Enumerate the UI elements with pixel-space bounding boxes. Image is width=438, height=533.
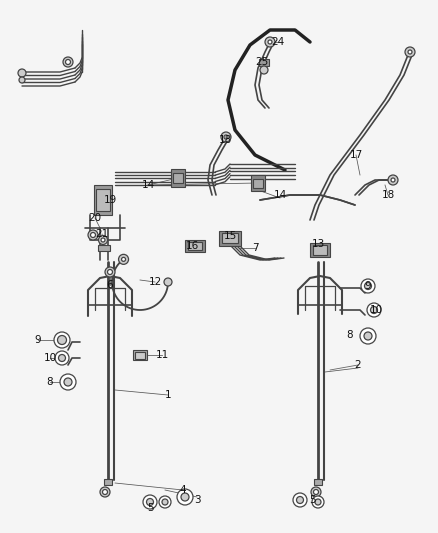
Bar <box>133 350 147 360</box>
Bar <box>135 351 145 359</box>
Circle shape <box>91 232 95 238</box>
Circle shape <box>55 351 69 365</box>
Bar <box>104 479 112 485</box>
Text: 20: 20 <box>88 213 102 223</box>
Text: 15: 15 <box>223 231 237 241</box>
Circle shape <box>388 175 398 185</box>
Circle shape <box>360 328 376 344</box>
Bar <box>251 175 265 191</box>
Bar <box>171 169 185 187</box>
Circle shape <box>314 489 318 495</box>
Text: 7: 7 <box>252 243 258 253</box>
Circle shape <box>102 489 107 495</box>
Circle shape <box>408 50 412 54</box>
Text: 14: 14 <box>273 190 286 200</box>
Bar <box>94 185 112 215</box>
Circle shape <box>99 236 107 245</box>
Text: 1: 1 <box>165 390 171 400</box>
Text: 9: 9 <box>365 281 371 291</box>
Circle shape <box>371 306 378 313</box>
Bar <box>314 479 322 485</box>
Text: 8: 8 <box>47 377 53 387</box>
Circle shape <box>177 489 193 505</box>
Circle shape <box>66 60 71 64</box>
Circle shape <box>312 496 324 508</box>
Circle shape <box>107 270 113 274</box>
Circle shape <box>101 238 105 242</box>
Text: 24: 24 <box>272 37 285 47</box>
Circle shape <box>164 278 172 286</box>
Text: 21: 21 <box>95 229 109 239</box>
Text: 6: 6 <box>107 280 113 290</box>
Circle shape <box>88 230 98 240</box>
Circle shape <box>265 37 275 47</box>
Circle shape <box>60 374 76 390</box>
Text: 3: 3 <box>194 495 200 505</box>
Bar <box>313 245 327 255</box>
Text: 17: 17 <box>350 150 363 160</box>
Text: 18: 18 <box>219 135 232 145</box>
Bar <box>310 243 330 257</box>
Text: 5: 5 <box>147 503 153 513</box>
Circle shape <box>162 499 168 505</box>
Text: 14: 14 <box>141 180 155 190</box>
Text: 16: 16 <box>185 241 198 251</box>
Text: 2: 2 <box>355 360 361 370</box>
Circle shape <box>260 66 268 74</box>
Circle shape <box>361 279 375 293</box>
Circle shape <box>19 77 25 83</box>
Circle shape <box>221 132 231 142</box>
Circle shape <box>119 254 128 264</box>
Bar <box>259 59 269 66</box>
Circle shape <box>57 335 67 344</box>
Text: 13: 13 <box>311 239 325 249</box>
Bar <box>96 189 110 211</box>
Text: 25: 25 <box>255 57 268 67</box>
Bar <box>185 240 205 252</box>
Circle shape <box>311 487 321 497</box>
Text: 4: 4 <box>180 485 186 495</box>
Circle shape <box>367 303 381 317</box>
Circle shape <box>18 69 26 77</box>
Circle shape <box>293 493 307 507</box>
Circle shape <box>315 499 321 505</box>
Text: 12: 12 <box>148 277 162 287</box>
Circle shape <box>59 354 66 361</box>
Circle shape <box>100 487 110 497</box>
Text: 10: 10 <box>369 305 382 315</box>
Circle shape <box>224 135 228 139</box>
Bar <box>253 179 263 188</box>
Circle shape <box>181 493 189 501</box>
Circle shape <box>364 282 371 289</box>
Circle shape <box>364 332 372 340</box>
Circle shape <box>63 57 73 67</box>
Text: 10: 10 <box>43 353 57 363</box>
Bar <box>219 230 241 246</box>
Circle shape <box>391 178 395 182</box>
Text: 8: 8 <box>347 330 353 340</box>
Text: 18: 18 <box>381 190 395 200</box>
Circle shape <box>268 40 272 44</box>
Bar <box>98 245 110 251</box>
Circle shape <box>297 497 304 504</box>
Bar <box>173 173 183 183</box>
Bar <box>222 233 238 243</box>
Bar <box>188 242 202 250</box>
Circle shape <box>54 332 70 348</box>
Text: 19: 19 <box>103 195 117 205</box>
Text: 11: 11 <box>155 350 169 360</box>
Circle shape <box>105 267 115 277</box>
Circle shape <box>159 496 171 508</box>
Circle shape <box>405 47 415 57</box>
Text: 5: 5 <box>309 495 315 505</box>
Text: 9: 9 <box>35 335 41 345</box>
Circle shape <box>146 498 153 505</box>
Circle shape <box>64 378 72 386</box>
Circle shape <box>143 495 157 509</box>
Circle shape <box>121 257 126 261</box>
